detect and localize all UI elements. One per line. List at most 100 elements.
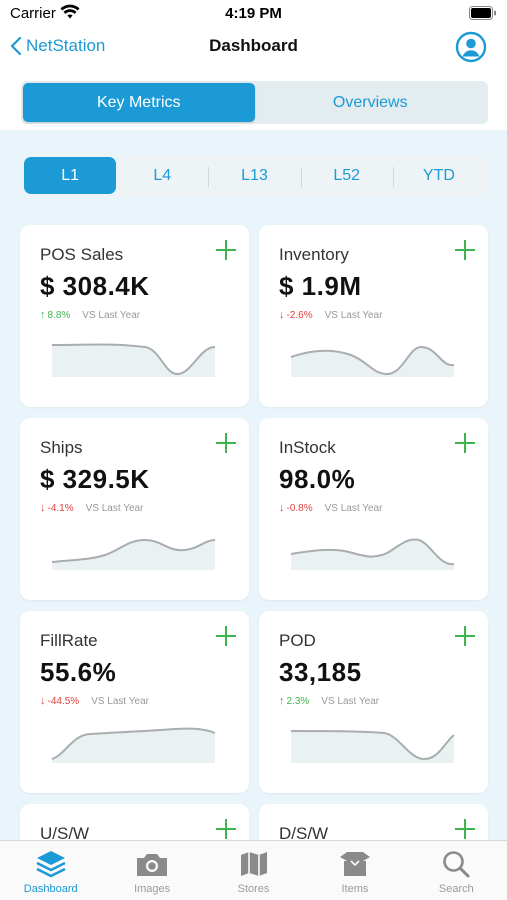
status-bar: Carrier 4:19 PM — [0, 0, 507, 28]
box-icon — [339, 852, 370, 876]
add-metric-button[interactable] — [454, 432, 476, 459]
plus-icon — [216, 626, 236, 646]
metric-card-pos-sales[interactable]: POS Sales $ 308.4K ↑ 8.8% VS Last Year — [20, 225, 249, 407]
metric-delta: ↑ 2.3% VS Last Year — [279, 695, 379, 707]
add-metric-button[interactable] — [454, 818, 476, 845]
metric-delta: ↑ 8.8% VS Last Year — [40, 309, 140, 321]
segment-container: Key Metrics Overviews — [0, 72, 507, 130]
metric-title: FillRate — [40, 631, 98, 650]
back-label: NetStation — [26, 36, 106, 55]
plus-icon — [455, 240, 475, 260]
period-l13[interactable]: L13 — [208, 157, 300, 194]
trend-down-icon: ↓ — [279, 309, 285, 321]
tab-label: Stores — [237, 883, 270, 895]
metric-title: POD — [279, 631, 316, 650]
comparison-label: VS Last Year — [321, 695, 380, 707]
sparkline — [290, 345, 455, 377]
metric-title: POS Sales — [40, 245, 124, 264]
delta-percent: -44.5% — [47, 695, 80, 707]
camera-icon — [137, 854, 168, 876]
trend-up-icon: ↑ — [40, 309, 46, 321]
battery-icon — [469, 6, 497, 25]
delta-percent: 8.8% — [47, 309, 71, 321]
sparkline — [51, 727, 216, 763]
trend-up-icon: ↑ — [279, 695, 285, 707]
metric-title: U/S/W — [40, 824, 90, 843]
trend-down-icon: ↓ — [40, 695, 46, 707]
plus-icon — [455, 819, 475, 839]
metrics-segmented-control: Key Metrics Overviews — [21, 81, 488, 124]
delta-percent: -2.6% — [286, 309, 313, 321]
metric-value: 98.0% — [279, 464, 356, 494]
metric-title: D/S/W — [279, 824, 329, 843]
metric-title: InStock — [279, 438, 336, 457]
tab-search[interactable]: Search — [406, 841, 507, 900]
comparison-label: VS Last Year — [324, 502, 383, 514]
metric-card-pod[interactable]: POD 33,185 ↑ 2.3% VS Last Year — [259, 611, 488, 793]
comparison-label: VS Last Year — [91, 695, 150, 707]
tab-label: Items — [341, 883, 369, 895]
comparison-label: VS Last Year — [82, 309, 141, 321]
plus-icon — [216, 819, 236, 839]
sparkline — [290, 730, 455, 763]
profile-button[interactable] — [455, 31, 487, 68]
sparkline — [51, 538, 216, 570]
carrier-label: Carrier — [10, 5, 56, 22]
navigation-bar: NetStation Dashboard — [0, 28, 507, 72]
period-l4[interactable]: L4 — [153, 166, 172, 184]
metric-title: Ships — [40, 438, 83, 457]
delta-percent: 2.3% — [286, 695, 310, 707]
tab-label: Search — [438, 883, 474, 895]
add-metric-button[interactable] — [215, 625, 237, 652]
segment-key-metrics[interactable]: Key Metrics — [23, 83, 255, 122]
trend-down-icon: ↓ — [40, 502, 46, 514]
add-metric-button[interactable] — [454, 625, 476, 652]
segment-overviews[interactable]: Overviews — [332, 93, 408, 111]
tab-bar: Dashboard Images Stores Items Search — [0, 840, 507, 900]
search-icon — [443, 851, 470, 878]
metric-value: 55.6% — [40, 657, 117, 687]
chevron-left-icon — [10, 36, 22, 56]
metric-value: $ 308.4K — [40, 271, 150, 301]
metric-card-fillrate[interactable]: FillRate 55.6% ↓ -44.5% VS Last Year — [20, 611, 249, 793]
add-metric-button[interactable] — [215, 432, 237, 459]
metric-value: $ 1.9M — [279, 271, 362, 301]
add-metric-button[interactable] — [454, 239, 476, 266]
metric-delta: ↓ -2.6% VS Last Year — [279, 309, 382, 321]
plus-icon — [216, 433, 236, 453]
add-metric-button[interactable] — [215, 818, 237, 845]
tab-label: Dashboard — [23, 883, 78, 895]
period-l1[interactable]: L1 — [24, 157, 117, 194]
comparison-label: VS Last Year — [324, 309, 383, 321]
tab-label: Images — [134, 883, 171, 895]
tab-items[interactable]: Items — [304, 841, 405, 900]
tab-stores[interactable]: Stores — [203, 841, 304, 900]
add-metric-button[interactable] — [215, 239, 237, 266]
trend-down-icon: ↓ — [279, 502, 285, 514]
metric-title: Inventory — [279, 245, 349, 264]
map-icon — [240, 852, 267, 876]
metric-delta: ↓ -0.8% VS Last Year — [279, 502, 382, 514]
user-icon — [455, 31, 487, 63]
metric-delta: ↓ -4.1% VS Last Year — [40, 502, 143, 514]
metric-card-instock[interactable]: InStock 98.0% ↓ -0.8% VS Last Year — [259, 418, 488, 600]
tab-images[interactable]: Images — [101, 841, 202, 900]
delta-percent: -0.8% — [286, 502, 313, 514]
layers-icon — [36, 851, 66, 878]
sparkline — [290, 538, 455, 570]
delta-percent: -4.1% — [47, 502, 74, 514]
comparison-label: VS Last Year — [85, 502, 144, 514]
metric-value: $ 329.5K — [40, 464, 150, 494]
tab-dashboard[interactable]: Dashboard — [0, 841, 101, 900]
metric-card-inventory[interactable]: Inventory $ 1.9M ↓ -2.6% VS Last Year — [259, 225, 488, 407]
clock: 4:19 PM — [225, 5, 282, 22]
period-l52[interactable]: L52 — [300, 157, 393, 194]
metric-card-ships[interactable]: Ships $ 329.5K ↓ -4.1% VS Last Year — [20, 418, 249, 600]
back-button[interactable]: NetStation — [10, 36, 105, 56]
sparkline — [51, 343, 216, 377]
plus-icon — [455, 433, 475, 453]
plus-icon — [216, 240, 236, 260]
wifi-icon — [60, 4, 80, 25]
metric-value: 33,185 — [279, 657, 362, 687]
period-ytd[interactable]: YTD — [392, 157, 485, 194]
